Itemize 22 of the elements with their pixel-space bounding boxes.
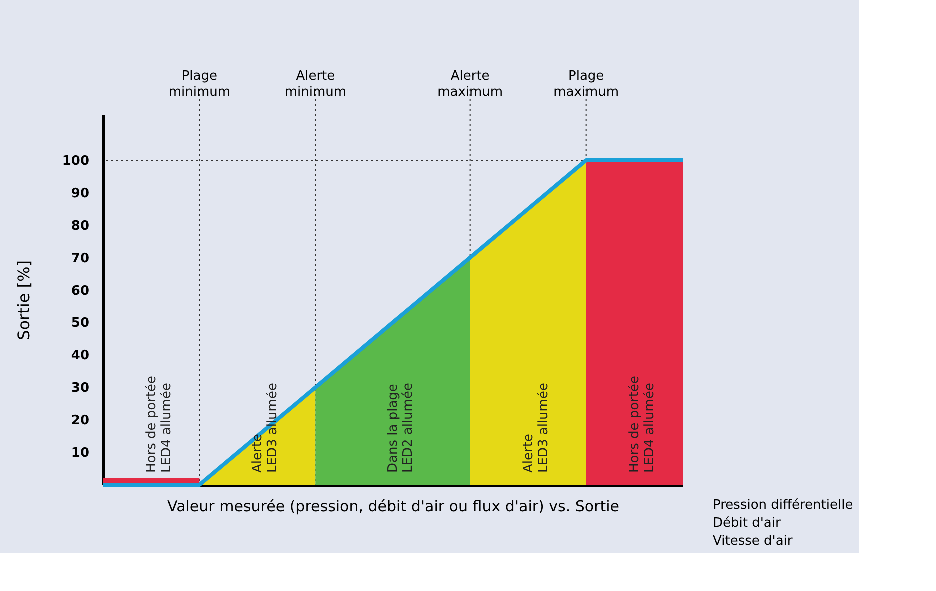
y-tick-label: 60 <box>71 284 90 299</box>
y-tick-label: 70 <box>71 251 90 266</box>
y-tick-label: 20 <box>71 414 90 429</box>
annotation: Dans la plage LED2 allumée <box>386 383 416 473</box>
y-tick-label: 10 <box>71 446 90 462</box>
y-tick-label: 90 <box>71 186 90 202</box>
x-tick-label: Alerte maximum <box>438 69 504 100</box>
x-tick-label: Alerte minimum <box>284 69 347 100</box>
x-tick-label: Plage minimum <box>168 69 231 100</box>
x-axis-title: Valeur mesurée (pression, débit d'air ou flux d'air) vs. Sortie <box>167 498 620 516</box>
annotation: Hors de portée LED4 allumée <box>144 376 174 473</box>
y-tick-label: 40 <box>71 348 90 364</box>
y-tick-label: 80 <box>71 218 90 234</box>
annotation: Alerte LED3 allumée <box>521 383 552 473</box>
y-tick-label: 100 <box>62 154 90 169</box>
y-tick-label: 30 <box>71 381 90 396</box>
annotation: Hors de portée LED4 allumée <box>628 376 658 473</box>
y-axis-title: Sortie [%] <box>14 260 34 340</box>
y-tick-label: 50 <box>71 316 90 332</box>
text: Pression différentielle Débit d'air Vitesse d'air <box>713 498 854 549</box>
x-tick-label: Plage maximum <box>554 69 620 100</box>
annotation: Alerte LED3 allumée <box>250 383 281 473</box>
